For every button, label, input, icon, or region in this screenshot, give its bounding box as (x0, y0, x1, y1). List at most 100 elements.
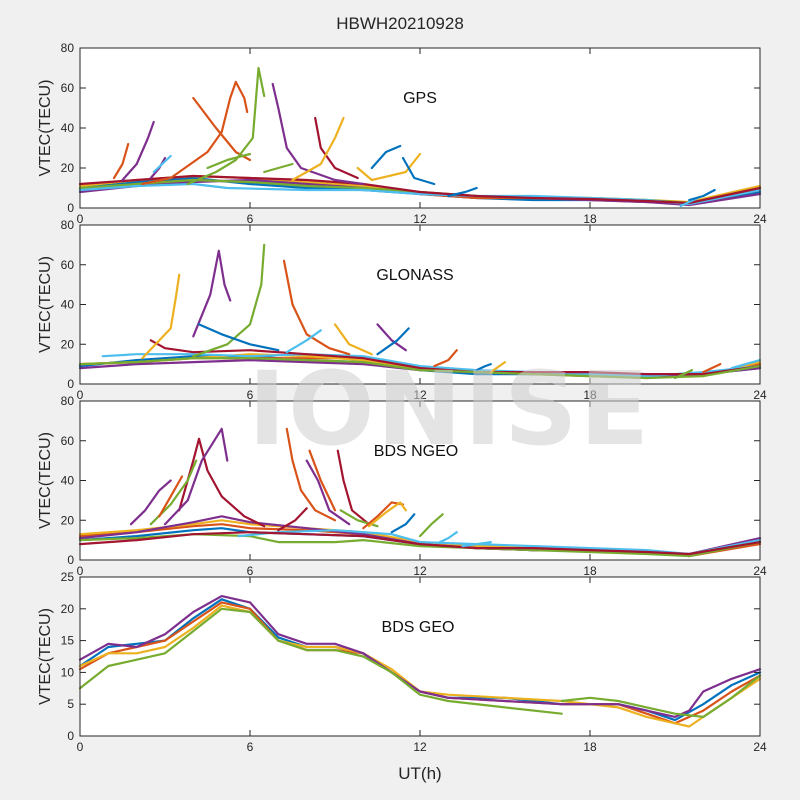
y-tick-label: 20 (61, 602, 75, 616)
x-tick-label: 12 (413, 388, 427, 402)
y-axis-label: VTEC(TECU) (37, 608, 54, 705)
x-tick-label: 24 (753, 740, 767, 754)
series-line-19 (475, 363, 492, 372)
y-tick-label: 80 (61, 394, 75, 408)
series-line-23 (438, 531, 458, 544)
series-line-10 (234, 80, 249, 114)
panel-title: BDS GEO (382, 619, 455, 636)
series-line-14 (333, 323, 373, 356)
series-line-24 (461, 541, 492, 548)
x-tick-label: 18 (583, 388, 597, 402)
y-tick-label: 10 (61, 665, 75, 679)
y-axis-label: VTEC(TECU) (37, 256, 54, 353)
series-line-16 (376, 327, 410, 356)
series-line-9 (163, 427, 229, 526)
series-line-17 (277, 507, 308, 532)
series-line-24 (152, 154, 172, 174)
series-line-12 (158, 475, 184, 518)
series-line-3 (78, 604, 762, 728)
series-line-14 (271, 82, 365, 186)
x-tick-label: 0 (77, 212, 84, 226)
series-line-20 (673, 369, 694, 380)
panel-4: 0 6 12 18 24 0 5 10 15 20 25 VTEC(TECU) BDS GEO (37, 570, 767, 754)
x-tick-label: 0 (77, 564, 84, 578)
x-tick-label: 18 (583, 564, 597, 578)
x-tick-label: 6 (247, 388, 254, 402)
series-line-9 (192, 249, 232, 338)
series-line-18 (489, 361, 507, 374)
series-line-17 (314, 116, 359, 180)
x-tick-label: 12 (413, 212, 427, 226)
panel-title: GLONASS (376, 267, 453, 284)
y-tick-label: 20 (61, 161, 75, 175)
x-tick-label: 0 (77, 740, 84, 754)
x-axis-label: UT(h) (398, 764, 442, 783)
panel-2: 0 6 12 18 24 0 20 40 60 80 VTEC(TECU) GLONASS (37, 218, 767, 402)
figure-title: HBWH20210928 (336, 14, 464, 33)
series-line-6 (560, 674, 762, 718)
series-line-13 (263, 162, 294, 174)
series-line-8 (178, 437, 266, 528)
x-tick-label: 6 (247, 740, 254, 754)
series-line-14 (305, 459, 351, 526)
y-tick-label: 60 (61, 81, 75, 95)
y-tick-label: 0 (67, 201, 74, 215)
series-line-9 (141, 80, 237, 186)
y-tick-label: 15 (61, 634, 75, 648)
y-tick-label: 60 (61, 434, 75, 448)
x-tick-label: 24 (753, 212, 767, 226)
y-tick-label: 80 (61, 218, 75, 232)
x-tick-label: 6 (247, 564, 254, 578)
series-line-22 (418, 513, 444, 538)
y-tick-label: 20 (61, 337, 75, 351)
y-tick-label: 40 (61, 474, 75, 488)
series-line-21 (390, 513, 416, 534)
series-line-21 (702, 363, 722, 374)
x-tick-label: 24 (753, 388, 767, 402)
panel-1: 0 6 12 18 24 0 20 40 60 80 VTEC(TECU) GPS (37, 41, 767, 226)
series-line-13 (285, 329, 322, 354)
series-line-23 (112, 142, 130, 180)
series-line-22 (730, 359, 762, 370)
panel-3: 0 6 12 18 24 0 20 40 60 80 VTEC(TECU) BDS NGEO (37, 394, 767, 578)
series-line-15 (376, 323, 407, 352)
panel-title: GPS (403, 90, 437, 107)
y-tick-label: 20 (61, 513, 75, 527)
series-line-7 (78, 357, 762, 380)
y-tick-label: 25 (61, 570, 75, 584)
series-line-17 (433, 349, 458, 368)
x-tick-label: 18 (583, 212, 597, 226)
series-line-12 (197, 323, 280, 352)
y-tick-label: 40 (61, 121, 75, 135)
x-tick-label: 12 (413, 740, 427, 754)
series-line-5 (101, 353, 762, 378)
y-tick-label: 0 (67, 377, 74, 391)
series-line-11 (282, 259, 351, 356)
series-line-16 (336, 449, 371, 526)
series-line-11 (129, 479, 172, 526)
x-tick-label: 6 (247, 212, 254, 226)
series-line-5 (78, 607, 563, 715)
y-tick-label: 5 (67, 697, 74, 711)
series-line-26 (688, 188, 716, 202)
series-line-12 (206, 152, 252, 170)
series-line-22 (447, 186, 478, 198)
series-line-11 (186, 66, 266, 186)
y-tick-label: 80 (61, 41, 75, 55)
series-line-7 (78, 531, 762, 556)
plot-area (80, 225, 760, 384)
x-tick-label: 0 (77, 388, 84, 402)
series-line-15 (308, 449, 337, 512)
series-line-7 (78, 174, 762, 205)
x-tick-label: 18 (583, 740, 597, 754)
x-tick-label: 12 (413, 564, 427, 578)
series-line-10 (192, 243, 266, 358)
panel-title: BDS NGEO (374, 443, 458, 460)
y-tick-label: 0 (67, 553, 74, 567)
series-line-21 (401, 156, 436, 186)
y-tick-label: 60 (61, 258, 75, 272)
series-line-6 (149, 339, 762, 376)
y-axis-label: VTEC(TECU) (37, 432, 54, 529)
